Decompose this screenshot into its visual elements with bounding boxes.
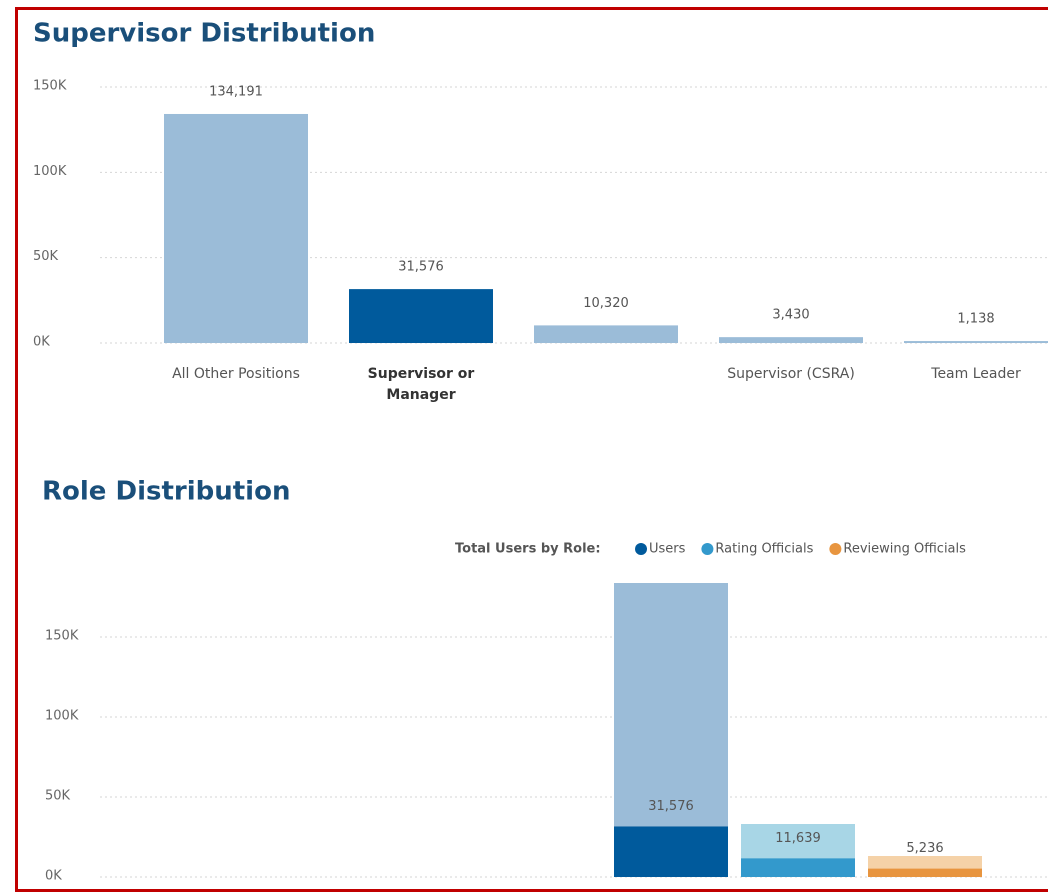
y-tick-label: 0K bbox=[33, 335, 50, 350]
legend-marker bbox=[635, 543, 647, 555]
legend-label: Reviewing Officials bbox=[843, 542, 966, 557]
legend-marker bbox=[829, 543, 842, 555]
legend-title: Total Users by Role: bbox=[455, 542, 601, 557]
y-tick-label: 100K bbox=[33, 164, 67, 179]
y-tick-label: 150K bbox=[33, 79, 67, 94]
x-tick-label: Supervisor (CSRA) bbox=[727, 366, 855, 382]
legend-label: Rating Officials bbox=[715, 542, 813, 557]
bar-highlight bbox=[741, 858, 855, 877]
legend-label: Users bbox=[649, 542, 686, 557]
bar-highlight bbox=[614, 826, 728, 877]
bar-highlight bbox=[868, 868, 982, 877]
data-label: 5,236 bbox=[906, 841, 943, 856]
y-tick-label: 50K bbox=[33, 249, 59, 264]
bar bbox=[904, 341, 1048, 343]
data-label: 31,576 bbox=[398, 260, 444, 275]
data-label: 31,576 bbox=[648, 799, 694, 814]
y-tick-label: 150K bbox=[45, 629, 79, 644]
x-tick-label: All Other Positions bbox=[172, 366, 300, 382]
x-tick-label: Supervisor or Manager bbox=[367, 366, 475, 403]
data-label: 3,430 bbox=[772, 308, 809, 323]
chart-title: Supervisor Distribution bbox=[33, 19, 375, 49]
bar bbox=[164, 113, 308, 344]
bar bbox=[719, 337, 863, 343]
legend-marker bbox=[701, 543, 714, 555]
bar bbox=[534, 325, 678, 343]
data-label: 1,138 bbox=[957, 312, 994, 327]
y-tick-label: 50K bbox=[45, 789, 71, 804]
chart-title: Role Distribution bbox=[42, 477, 290, 507]
data-label: 134,191 bbox=[209, 84, 263, 99]
x-tick-label: Team Leader bbox=[931, 366, 1021, 382]
visual-frame bbox=[15, 7, 1048, 892]
data-label: 11,639 bbox=[775, 831, 821, 846]
data-label: 10,320 bbox=[583, 296, 629, 311]
bar bbox=[349, 289, 493, 343]
y-tick-label: 0K bbox=[45, 869, 62, 884]
y-tick-label: 100K bbox=[45, 709, 79, 724]
